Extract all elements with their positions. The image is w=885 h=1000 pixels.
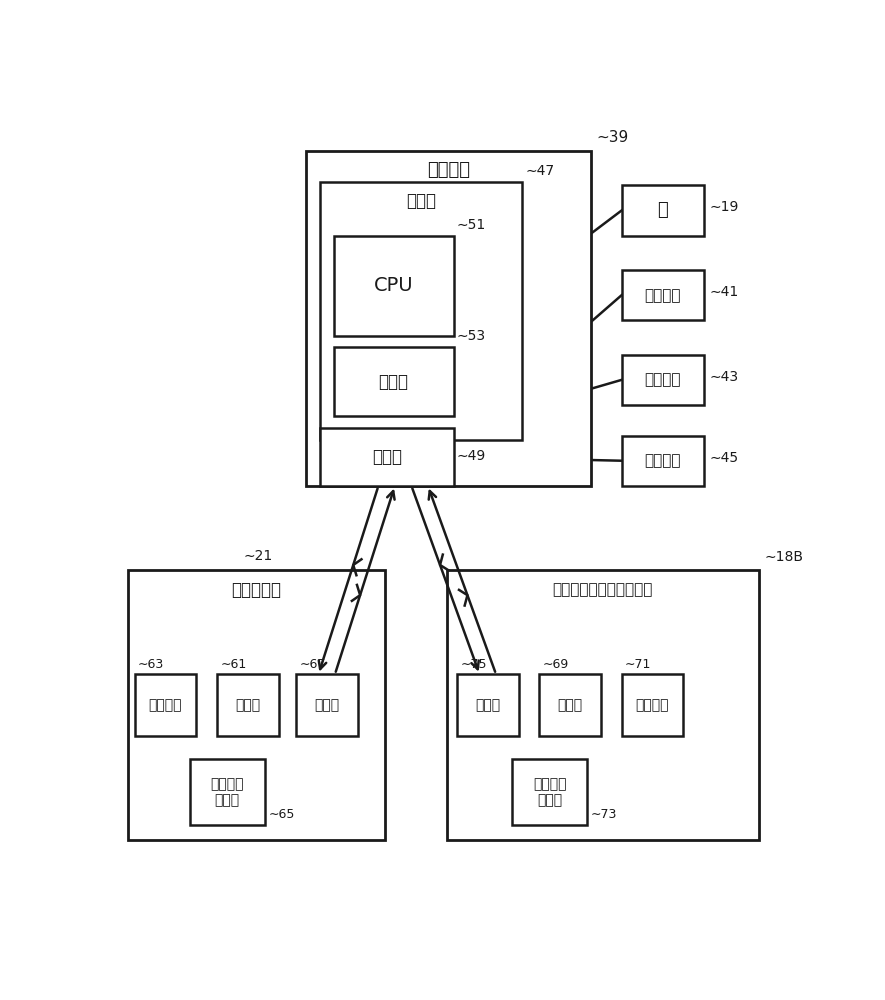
Text: ∼19: ∼19 xyxy=(710,200,739,214)
Text: ∼21: ∼21 xyxy=(243,549,273,563)
Bar xyxy=(296,674,358,736)
Text: ∼61: ∼61 xyxy=(220,658,247,671)
Bar xyxy=(621,674,683,736)
Text: 门: 门 xyxy=(658,201,668,219)
Text: 通信部: 通信部 xyxy=(372,448,402,466)
Bar xyxy=(334,347,454,416)
Text: ∼39: ∼39 xyxy=(596,130,628,145)
Text: 传感器组: 传感器组 xyxy=(149,698,182,712)
Bar xyxy=(457,674,519,736)
Bar xyxy=(127,570,385,840)
Bar xyxy=(621,270,704,320)
Text: 控制部: 控制部 xyxy=(235,698,260,712)
Text: ∼51: ∼51 xyxy=(457,218,486,232)
Bar xyxy=(447,570,758,840)
Text: ∼49: ∼49 xyxy=(457,449,486,463)
Text: ∼41: ∼41 xyxy=(710,285,739,299)
Bar xyxy=(621,185,704,235)
Text: 传感器组: 传感器组 xyxy=(635,698,669,712)
Bar xyxy=(135,674,196,736)
Bar xyxy=(621,436,704,486)
Text: 控制部: 控制部 xyxy=(406,192,436,210)
Bar xyxy=(621,355,704,405)
Bar xyxy=(334,235,454,336)
Text: ∼67: ∼67 xyxy=(299,658,326,671)
Text: ∼18B: ∼18B xyxy=(765,550,804,564)
Bar xyxy=(539,674,601,736)
Bar xyxy=(217,674,279,736)
Text: 位置信息
获取部: 位置信息 获取部 xyxy=(533,777,566,807)
Text: 管理装置: 管理装置 xyxy=(427,161,470,179)
Text: ∼47: ∼47 xyxy=(526,164,555,178)
Text: CPU: CPU xyxy=(373,276,413,295)
Text: 控制部: 控制部 xyxy=(558,698,582,712)
Text: ∼53: ∼53 xyxy=(457,329,486,343)
Text: 具备自动服务功能的车辆: 具备自动服务功能的车辆 xyxy=(552,582,653,597)
Text: 通信部: 通信部 xyxy=(475,698,500,712)
Bar xyxy=(512,759,588,825)
Bar xyxy=(319,182,522,440)
Bar xyxy=(319,428,454,486)
Text: ∼75: ∼75 xyxy=(460,658,487,671)
Text: ∼69: ∼69 xyxy=(543,658,569,671)
Text: 存储器: 存储器 xyxy=(379,373,409,391)
Text: ∼43: ∼43 xyxy=(710,370,738,384)
Bar xyxy=(189,759,265,825)
Text: 通信部: 通信部 xyxy=(314,698,339,712)
Text: 位置信息
获取部: 位置信息 获取部 xyxy=(211,777,244,807)
Text: ∼45: ∼45 xyxy=(710,451,738,465)
Text: 无人输送车: 无人输送车 xyxy=(231,581,281,599)
Text: ∼65: ∼65 xyxy=(268,808,295,821)
Bar xyxy=(306,151,591,486)
Text: ∼73: ∼73 xyxy=(591,808,617,821)
Text: ∼63: ∼63 xyxy=(138,658,165,671)
Text: 基础设施: 基础设施 xyxy=(644,288,681,303)
Text: ∼71: ∼71 xyxy=(625,658,651,671)
Text: 第一终端: 第一终端 xyxy=(644,372,681,387)
Text: 第二终端: 第二终端 xyxy=(644,453,681,468)
